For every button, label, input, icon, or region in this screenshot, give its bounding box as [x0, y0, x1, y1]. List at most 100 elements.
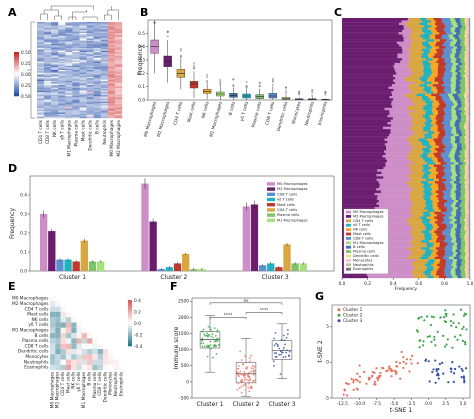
data-point — [211, 333, 214, 336]
stacked-segment — [450, 159, 456, 163]
heatmap-cell — [51, 101, 59, 104]
stacked-segment — [421, 48, 430, 52]
stacked-segment — [459, 181, 465, 184]
stacked-segment — [469, 122, 471, 125]
stacked-segment — [443, 88, 452, 92]
data-point — [454, 367, 457, 371]
stacked-segment — [467, 174, 470, 177]
stacked-segment — [442, 98, 451, 101]
stacked-segment — [466, 275, 469, 279]
stacked-segment — [437, 263, 446, 267]
heatmap-cell — [93, 28, 101, 31]
heatmap-cell — [55, 343, 61, 349]
stacked-segment — [468, 157, 470, 160]
heatmap-cell — [100, 76, 109, 79]
stacked-segment — [409, 192, 425, 196]
heatmap-cell — [93, 22, 101, 24]
heatmap-cell — [114, 78, 123, 80]
stacked-segment — [455, 159, 461, 163]
colorbar-tick: 0.0 — [134, 321, 141, 327]
stacked-segment — [469, 261, 471, 264]
heatmap-cell — [93, 116, 101, 119]
stacked-segment — [427, 27, 436, 30]
stacked-segment — [451, 273, 456, 276]
stacked-segment — [455, 74, 461, 78]
stacked-segment — [466, 214, 469, 217]
stacked-segment — [396, 72, 414, 75]
heatmap-cell — [58, 71, 66, 73]
stacked-segment — [460, 254, 466, 257]
stacked-segment — [466, 98, 469, 101]
stacked-segment — [469, 62, 471, 66]
heatmap-cell — [107, 96, 116, 98]
heatmap-cell — [37, 28, 45, 31]
stacked-segment — [445, 46, 454, 49]
stacked-segment — [455, 228, 461, 231]
heatmap-cell — [81, 338, 88, 344]
colorbar-segment — [14, 78, 19, 81]
stacked-segment — [411, 178, 427, 182]
stacked-segment — [457, 22, 461, 26]
heatmap-cell — [79, 52, 87, 54]
heatmap-cell — [79, 76, 87, 79]
stacked-segment — [453, 25, 458, 28]
heatmap-cell — [44, 41, 52, 43]
stacked-segment — [423, 51, 430, 54]
stacked-segment — [442, 256, 450, 260]
stacked-segment — [423, 65, 431, 68]
heatmap-cell — [65, 72, 73, 75]
stacked-segment — [456, 211, 462, 215]
stacked-segment — [465, 131, 467, 134]
stacked-segment — [446, 39, 453, 42]
heatmap-cell — [114, 43, 123, 46]
heatmap-cell — [86, 97, 94, 99]
heatmap-cell — [86, 94, 94, 97]
data-point — [282, 349, 285, 351]
stacked-segment — [368, 270, 413, 274]
stacked-segment — [399, 22, 405, 26]
stacked-segment — [437, 126, 444, 130]
stacked-segment — [432, 105, 439, 108]
heatmap-cell — [44, 39, 52, 42]
stacked-segment — [469, 247, 471, 250]
data-point — [201, 339, 203, 342]
stacked-segment — [444, 29, 452, 33]
stacked-segment — [439, 46, 446, 49]
heatmap-cell — [107, 67, 116, 69]
heatmap-cell — [58, 38, 66, 41]
stacked-segment — [415, 131, 428, 134]
stacked-segment — [407, 60, 423, 64]
stacked-segment — [468, 70, 470, 73]
stacked-segment — [464, 18, 467, 21]
data-point — [286, 329, 289, 331]
heatmap-cell — [100, 82, 109, 84]
stacked-segment — [438, 112, 446, 116]
stacked-segment — [451, 228, 456, 231]
stacked-segment — [394, 67, 411, 71]
stacked-segment — [439, 103, 447, 106]
stacked-segment — [411, 133, 425, 137]
stacked-segment — [468, 79, 470, 82]
data-point — [373, 371, 376, 374]
stacked-segment — [433, 55, 442, 59]
stacked-segment — [424, 171, 432, 175]
heatmap-cell — [44, 57, 52, 60]
heatmap-cell — [93, 71, 101, 73]
stacked-segment — [433, 131, 440, 134]
heatmap-cell — [79, 98, 87, 101]
stacked-segment — [426, 204, 433, 208]
heatmap-cell — [100, 107, 109, 109]
stacked-segment — [409, 36, 423, 40]
data-point — [285, 336, 288, 339]
data-point — [239, 380, 242, 383]
stacked-segment — [407, 65, 424, 68]
heatmap-cell — [72, 67, 80, 69]
heatmap-cell — [37, 45, 45, 47]
data-point — [445, 343, 448, 346]
stacked-segment — [450, 98, 455, 101]
stacked-segment — [469, 103, 471, 106]
stacked-segment — [468, 200, 470, 203]
stacked-segment — [452, 74, 456, 78]
stacked-segment — [455, 88, 460, 92]
heatmap-cell — [100, 102, 109, 105]
